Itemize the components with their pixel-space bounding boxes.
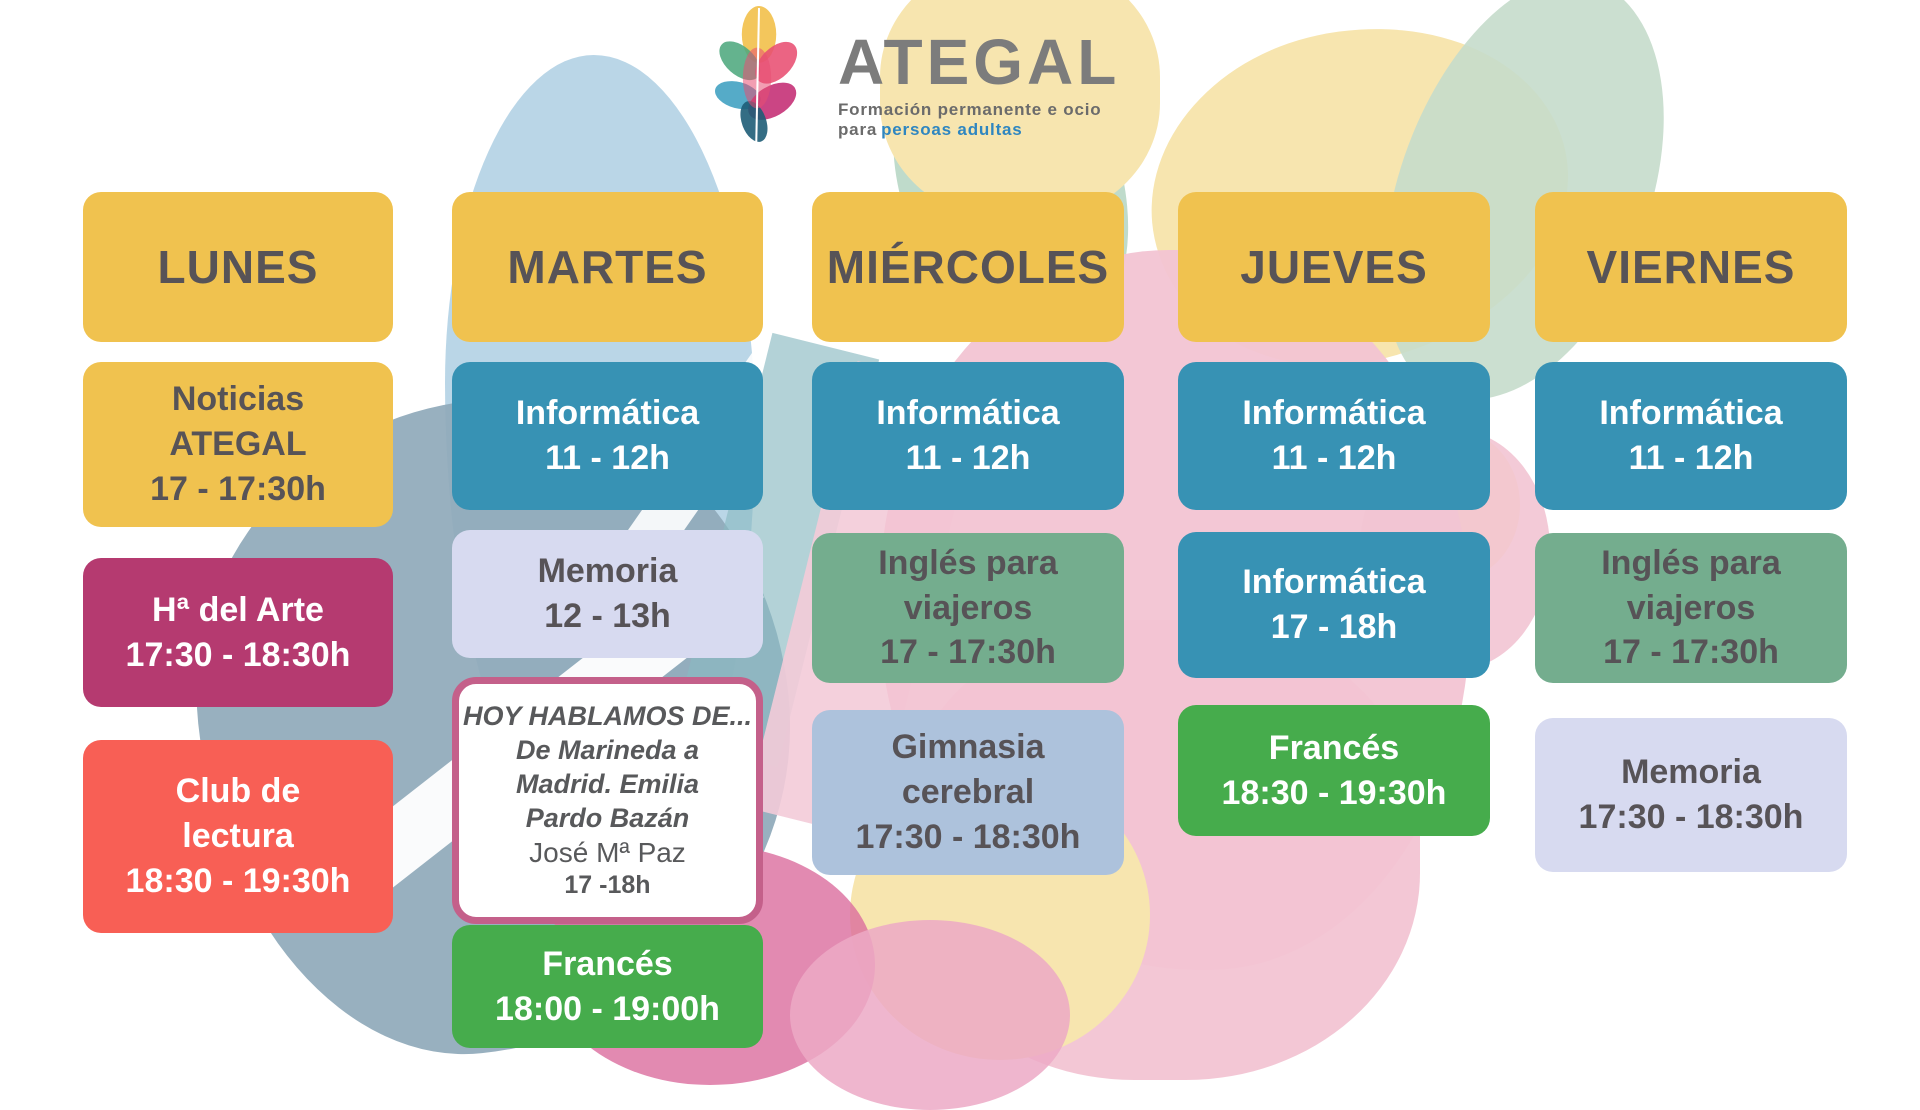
event-line: lectura <box>182 817 294 856</box>
event-time: 11 - 12h <box>545 439 670 477</box>
event-time: 17:30 - 18:30h <box>1578 798 1804 836</box>
card-informatica-viernes: Informática 11 - 12h <box>1535 362 1847 510</box>
event-line: Noticias <box>171 380 305 419</box>
event-line: cerebral <box>901 773 1035 812</box>
event-time: 17 - 17:30h <box>880 633 1056 672</box>
event-time: 18:30 - 19:30h <box>125 861 351 900</box>
event-line: Informática <box>1242 563 1426 602</box>
event-line: Francés <box>1268 728 1400 767</box>
day-column-miercoles: MIÉRCOLES Informática 11 - 12h Inglés pa… <box>812 192 1124 1080</box>
card-ingles-viajeros-miercoles: Inglés para viajeros 17 - 17:30h <box>812 533 1124 683</box>
event-time: 17 -18h <box>564 871 651 900</box>
event-time: 17 - 17:30h <box>150 469 326 508</box>
card-memoria-martes: Memoria 12 - 13h <box>452 530 763 658</box>
event-time: 17:30 - 18:30h <box>855 817 1081 856</box>
card-hoy-hablamos-de: HOY HABLAMOS DE... De Marineda a Madrid.… <box>452 677 763 924</box>
event-line: HOY HABLAMOS DE... <box>462 701 753 732</box>
event-line: Gimnasia <box>891 728 1045 767</box>
event-line: viajeros <box>903 588 1033 627</box>
day-header-lunes: LUNES <box>83 192 393 342</box>
event-time: 18:30 - 19:30h <box>1221 773 1447 812</box>
day-header-miercoles: MIÉRCOLES <box>812 192 1124 342</box>
event-line: Pardo Bazán <box>525 803 690 834</box>
logo-tagline-line1: Formación permanente e ocio <box>838 100 1102 119</box>
event-line: Hª del Arte <box>152 590 324 629</box>
bg-blob-pinklight-bottom <box>790 920 1070 1110</box>
logo-tagline-prefix: para <box>838 120 878 139</box>
card-frances-jueves: Francés 18:30 - 19:30h <box>1178 705 1490 836</box>
card-informatica-martes: Informática 11 - 12h <box>452 362 763 510</box>
event-time: 17:30 - 18:30h <box>125 635 351 674</box>
card-memoria-viernes: Memoria 17:30 - 18:30h <box>1535 718 1847 872</box>
card-noticias-ategal: Noticias ATEGAL 17 - 17:30h <box>83 362 393 527</box>
event-line: viajeros <box>1626 588 1756 627</box>
event-time: 11 - 12h <box>905 439 1031 477</box>
event-line: Informática <box>876 394 1060 433</box>
logo-tagline-highlight: persoas adultas <box>881 120 1023 139</box>
event-time: 11 - 12h <box>1628 439 1754 477</box>
event-time: 17 - 18h <box>1270 608 1398 646</box>
bg-blob-yellow-top-1 <box>880 0 1160 220</box>
card-historia-del-arte: Hª del Arte 17:30 - 18:30h <box>83 558 393 707</box>
card-informatica-miercoles: Informática 11 - 12h <box>812 362 1124 510</box>
logo-tagline-line2: para persoas adultas <box>838 120 1120 140</box>
event-line: Informática <box>1242 394 1426 433</box>
event-line: Club de <box>175 772 301 811</box>
day-column-martes: MARTES Informática 11 - 12h Memoria 12 -… <box>452 192 763 1080</box>
logo: ATEGAL Formación permanente e ocio para p… <box>690 0 1170 170</box>
event-time: 11 - 12h <box>1271 439 1397 477</box>
event-time: 18:00 - 19:00h <box>495 989 720 1028</box>
event-line: Inglés para <box>878 543 1058 582</box>
event-line: Memoria <box>537 552 678 591</box>
event-line: Francés <box>542 944 673 983</box>
day-column-lunes: LUNES Noticias ATEGAL 17 - 17:30h Hª del… <box>83 192 393 1080</box>
event-time: 17 - 17:30h <box>1603 633 1779 672</box>
event-line: De Marineda a <box>515 735 700 766</box>
event-time: 12 - 13h <box>544 597 671 635</box>
event-line: Informática <box>1599 394 1783 433</box>
card-informatica-jueves-manana: Informática 11 - 12h <box>1178 362 1490 510</box>
card-club-de-lectura: Club de lectura 18:30 - 19:30h <box>83 740 393 933</box>
event-line: Madrid. Emilia <box>515 769 700 800</box>
event-line: Inglés para <box>1601 543 1781 582</box>
schedule-poster: ATEGAL Formación permanente e ocio para p… <box>83 0 1847 1110</box>
event-line: Informática <box>515 394 700 433</box>
day-column-jueves: JUEVES Informática 11 - 12h Informática … <box>1178 192 1490 1080</box>
event-line: ATEGAL <box>169 425 307 464</box>
event-speaker: José Mª Paz <box>529 837 686 869</box>
logo-name: ATEGAL <box>838 26 1121 98</box>
card-gimnasia-cerebral: Gimnasia cerebral 17:30 - 18:30h <box>812 710 1124 875</box>
card-informatica-jueves-tarde: Informática 17 - 18h <box>1178 532 1490 678</box>
card-ingles-viajeros-viernes: Inglés para viajeros 17 - 17:30h <box>1535 533 1847 683</box>
day-column-viernes: VIERNES Informática 11 - 12h Inglés para… <box>1535 192 1847 1080</box>
event-line: Memoria <box>1621 753 1761 792</box>
day-header-jueves: JUEVES <box>1178 192 1490 342</box>
ategal-leaf-logo-icon <box>715 6 798 156</box>
card-frances-martes: Francés 18:00 - 19:00h <box>452 925 763 1048</box>
day-header-viernes: VIERNES <box>1535 192 1847 342</box>
day-header-martes: MARTES <box>452 192 763 342</box>
